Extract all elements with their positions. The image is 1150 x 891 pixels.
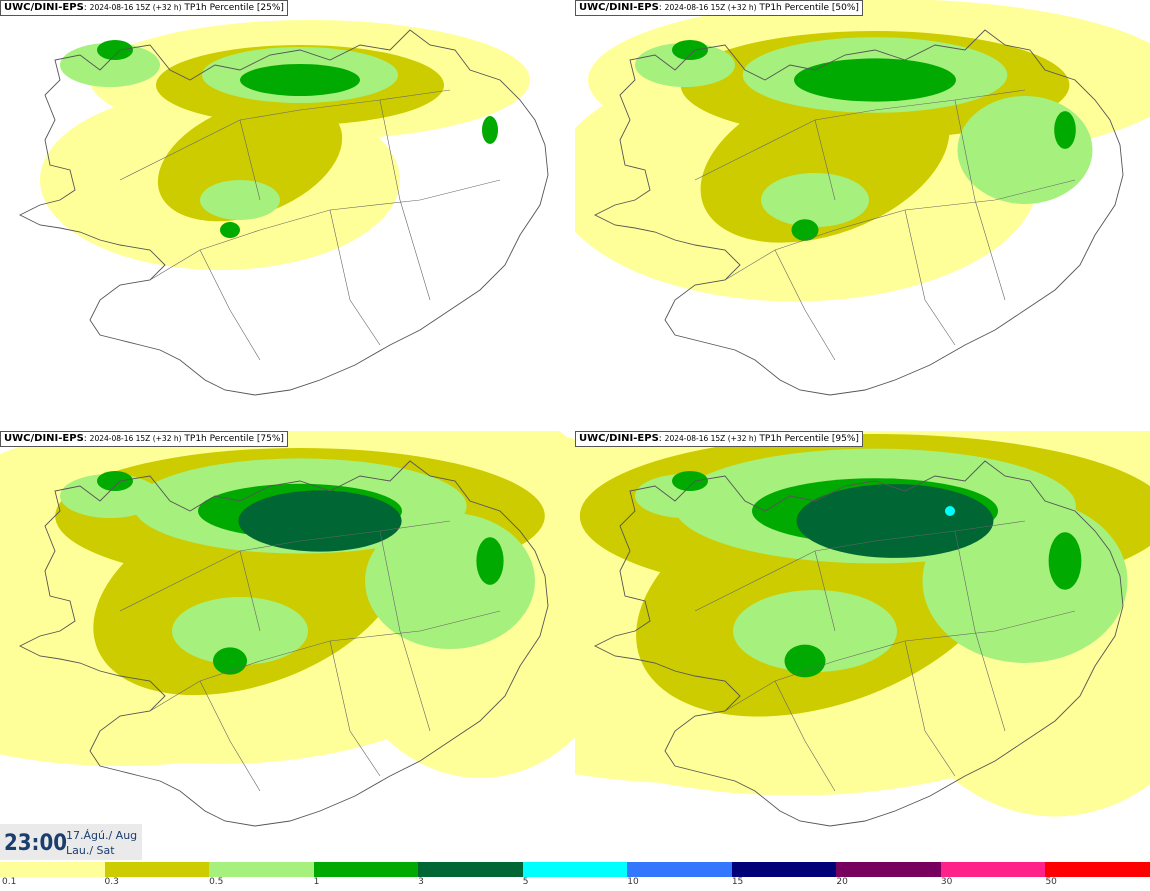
colorbar-tick-label: 20 [836, 877, 848, 887]
valid-weekday: Lau./ Sat [66, 844, 115, 857]
road-line [774, 680, 836, 792]
coastline [18, 460, 549, 827]
parameter-label: TP1h Percentile [50%] [759, 3, 859, 13]
coastline [593, 29, 1124, 396]
run-info: 2024-08-16 15Z (+32 h) [89, 3, 182, 12]
model-name: UWC/DINI-EPS [579, 2, 659, 13]
panel-title: UWC/DINI-EPS: 2024-08-16 15Z (+32 h) TP1… [0, 431, 288, 447]
road-line [724, 179, 1076, 281]
colorbar-ticks: 0.1 0.3 0.5 1 3 5 10 15 20 30 50 [0, 877, 1150, 891]
road-line [904, 209, 956, 346]
colorbar-tick-label: 0.5 [209, 877, 224, 887]
coastline [18, 29, 549, 396]
road-line [239, 550, 261, 632]
road-line [694, 520, 1026, 612]
colorbar-tick-label: 30 [940, 877, 953, 887]
model-name: UWC/DINI-EPS [4, 433, 84, 444]
road-line [199, 249, 261, 361]
road-line [954, 99, 1006, 301]
panel-title: UWC/DINI-EPS: 2024-08-16 15Z (+32 h) TP1… [575, 431, 863, 447]
run-info: 2024-08-16 15Z (+32 h) [664, 3, 757, 12]
road-line [379, 530, 431, 732]
run-info: 2024-08-16 15Z (+32 h) [89, 434, 182, 443]
colorbar-tick-label: 3 [418, 877, 424, 887]
colorbar-tick-label: 10 [627, 877, 639, 887]
colorbar-tick-label: 0.3 [104, 877, 119, 887]
parameter-label: TP1h Percentile [25%] [184, 3, 284, 13]
precipitation-map [0, 431, 575, 827]
road-line [119, 89, 451, 181]
colorbar-segment [104, 862, 210, 877]
colorbar-segment [836, 862, 941, 877]
panel-title: UWC/DINI-EPS: 2024-08-16 15Z (+32 h) TP1… [0, 0, 288, 16]
road-line [379, 99, 431, 301]
map-panel-4: UWC/DINI-EPS: 2024-08-16 15Z (+32 h) TP1… [575, 431, 1150, 862]
map-panel-3: UWC/DINI-EPS: 2024-08-16 15Z (+32 h) TP1… [0, 431, 575, 862]
parameter-label: TP1h Percentile [95%] [759, 434, 859, 444]
road-line [239, 119, 261, 201]
road-line [329, 209, 381, 346]
road-line [119, 520, 451, 612]
precipitation-map [18, 20, 549, 396]
colorbar-tick-label: 15 [731, 877, 744, 887]
parameter-label: TP1h Percentile [75%] [184, 434, 284, 444]
colorbar-segment [522, 862, 628, 877]
road-line [149, 610, 501, 712]
road-line [329, 640, 381, 777]
colorbar-segment [1045, 862, 1150, 877]
colorbar-tick-label: 5 [522, 877, 529, 887]
map-panel-2: UWC/DINI-EPS: 2024-08-16 15Z (+32 h) TP1… [575, 0, 1150, 431]
valid-date: 17.Ágú./ Aug [66, 829, 138, 842]
road-line [774, 249, 836, 361]
coastline [593, 460, 1124, 827]
road-line [149, 179, 501, 281]
road-line [814, 550, 836, 632]
road-line [724, 610, 1076, 712]
precipitation-map [575, 0, 1150, 396]
valid-time: 23:00 [4, 831, 68, 856]
colorbar-segment [313, 862, 419, 877]
colorbar-tick-label: 50 [1045, 877, 1057, 887]
colorbar-segment [209, 862, 314, 877]
panel-title: UWC/DINI-EPS: 2024-08-16 15Z (+32 h) TP1… [575, 0, 863, 16]
run-info: 2024-08-16 15Z (+32 h) [664, 434, 757, 443]
valid-time-box: 23:00 17.Ágú./ Aug Lau./ Sat [0, 824, 142, 860]
colorbar-tick-label: 0.1 [2, 877, 17, 887]
colorbar-tick-label: 1 [313, 877, 320, 887]
colorbar-segment [0, 862, 105, 877]
map-panel-1: UWC/DINI-EPS: 2024-08-16 15Z (+32 h) TP1… [0, 0, 575, 431]
colorbar-segment [418, 862, 523, 877]
road-line [904, 640, 956, 777]
model-name: UWC/DINI-EPS [4, 2, 84, 13]
road-line [199, 680, 261, 792]
precipitation-colorbar [0, 862, 1150, 877]
colorbar-segment [627, 862, 732, 877]
road-line [694, 89, 1026, 181]
road-line [814, 119, 836, 201]
colorbar-segment [940, 862, 1046, 877]
road-line [954, 530, 1006, 732]
precipitation-map [575, 431, 1150, 827]
model-name: UWC/DINI-EPS [579, 433, 659, 444]
colorbar-segment [731, 862, 837, 877]
